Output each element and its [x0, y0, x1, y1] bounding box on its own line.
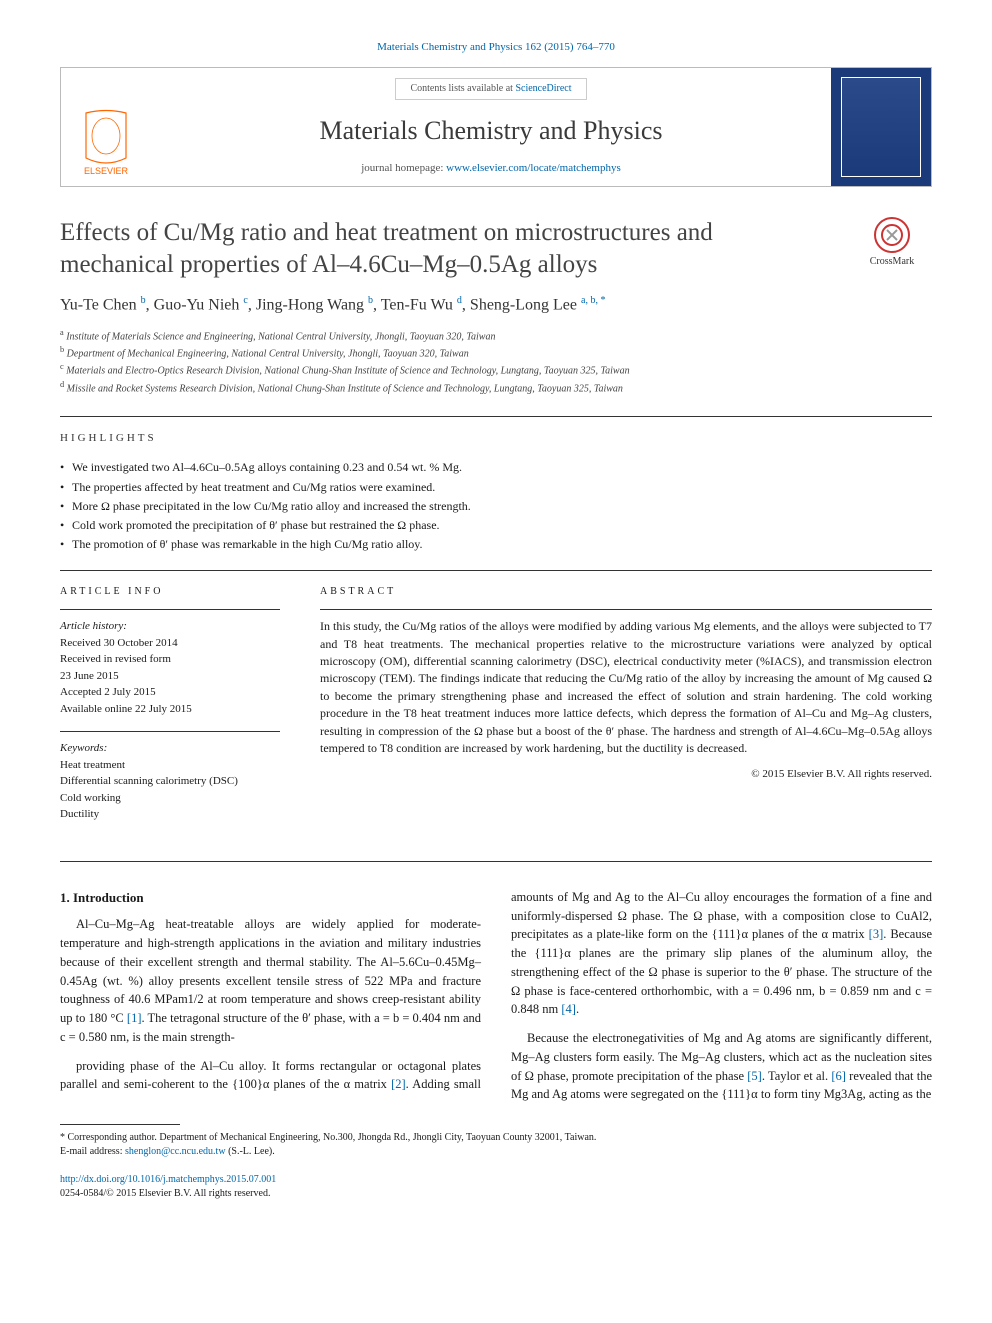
highlights-list: We investigated two Al–4.6Cu–0.5Ag alloy…	[60, 458, 932, 554]
highlight-item: The properties affected by heat treatmen…	[60, 478, 932, 497]
authors-line: Yu-Te Chen b, Guo-Yu Nieh c, Jing-Hong W…	[60, 294, 932, 317]
affiliation-line: c Materials and Electro-Optics Research …	[60, 361, 932, 378]
keyword: Heat treatment	[60, 757, 280, 774]
intro-para-3: Because the electronegativities of Mg an…	[511, 1029, 932, 1104]
highlight-item: Cold work promoted the precipitation of …	[60, 516, 932, 535]
journal-banner: ELSEVIER Contents lists available at Sci…	[60, 67, 932, 187]
affiliations: a Institute of Materials Science and Eng…	[60, 327, 932, 396]
intro-para-1: Al–Cu–Mg–Ag heat-treatable alloys are wi…	[60, 915, 481, 1046]
affiliation-line: a Institute of Materials Science and Eng…	[60, 327, 932, 344]
article-history: Article history: Received 30 October 201…	[60, 618, 280, 717]
highlight-item: The promotion of θ′ phase was remarkable…	[60, 535, 932, 554]
history-line: Received in revised form	[60, 651, 280, 668]
contents-available: Contents lists available at ScienceDirec…	[395, 78, 586, 100]
highlight-item: We investigated two Al–4.6Cu–0.5Ag alloy…	[60, 458, 932, 477]
article-info: ARTICLE INFO Article history: Received 3…	[60, 585, 280, 837]
highlights-label: HIGHLIGHTS	[60, 431, 932, 446]
ref-link[interactable]: [5]	[747, 1069, 762, 1083]
intro-heading: 1. Introduction	[60, 888, 481, 908]
history-line: 23 June 2015	[60, 668, 280, 685]
publisher-logo-cell: ELSEVIER	[61, 68, 151, 186]
journal-cover-thumb	[831, 68, 931, 186]
email-suffix: (S.-L. Lee).	[226, 1146, 275, 1157]
email-link[interactable]: shenglon@cc.ncu.edu.tw	[125, 1146, 226, 1157]
header-citation: Materials Chemistry and Physics 162 (201…	[60, 40, 932, 55]
keywords-block: Keywords: Heat treatmentDifferential sca…	[60, 740, 280, 823]
highlight-item: More Ω phase precipitated in the low Cu/…	[60, 497, 932, 516]
ref-link[interactable]: [2]	[391, 1077, 406, 1091]
issn-copyright: 0254-0584/© 2015 Elsevier B.V. All right…	[60, 1188, 270, 1199]
history-line: Received 30 October 2014	[60, 635, 280, 652]
crossmark-badge[interactable]: CrossMark	[852, 217, 932, 269]
corresponding-author-note: * Corresponding author. Department of Me…	[60, 1131, 932, 1159]
history-line: Accepted 2 July 2015	[60, 684, 280, 701]
affiliation-line: b Department of Mechanical Engineering, …	[60, 344, 932, 361]
svg-text:ELSEVIER: ELSEVIER	[84, 166, 129, 176]
ref-link[interactable]: [3]	[869, 927, 884, 941]
homepage-prefix: journal homepage:	[361, 162, 446, 174]
doi-link[interactable]: http://dx.doi.org/10.1016/j.matchemphys.…	[60, 1174, 276, 1185]
keyword: Cold working	[60, 790, 280, 807]
journal-name: Materials Chemistry and Physics	[161, 113, 821, 149]
contents-prefix: Contents lists available at	[410, 83, 515, 94]
homepage-link[interactable]: www.elsevier.com/locate/matchemphys	[446, 162, 621, 174]
sciencedirect-link[interactable]: ScienceDirect	[515, 83, 571, 94]
separator	[60, 861, 932, 862]
article-title: Effects of Cu/Mg ratio and heat treatmen…	[60, 217, 832, 280]
crossmark-label: CrossMark	[870, 255, 914, 269]
keywords-label: Keywords:	[60, 740, 280, 757]
separator	[60, 570, 932, 571]
copyright-line: © 2015 Elsevier B.V. All rights reserved…	[320, 767, 932, 782]
journal-homepage: journal homepage: www.elsevier.com/locat…	[161, 161, 821, 176]
separator	[60, 416, 932, 417]
abstract-label: ABSTRACT	[320, 585, 932, 599]
highlights-section: HIGHLIGHTS We investigated two Al–4.6Cu–…	[60, 431, 932, 554]
history-line: Available online 22 July 2015	[60, 701, 280, 718]
keyword: Ductility	[60, 806, 280, 823]
email-label: E-mail address:	[60, 1146, 125, 1157]
keyword: Differential scanning calorimetry (DSC)	[60, 773, 280, 790]
corr-author-text: * Corresponding author. Department of Me…	[60, 1131, 932, 1145]
history-label: Article history:	[60, 618, 280, 635]
ref-link[interactable]: [4]	[561, 1002, 576, 1016]
elsevier-logo: ELSEVIER	[76, 108, 136, 178]
footnote-separator	[60, 1124, 180, 1125]
affiliation-line: d Missile and Rocket Systems Research Di…	[60, 379, 932, 396]
abstract-section: ABSTRACT In this study, the Cu/Mg ratios…	[320, 585, 932, 837]
ref-link[interactable]: [1]	[127, 1011, 142, 1025]
doi-block: http://dx.doi.org/10.1016/j.matchemphys.…	[60, 1173, 932, 1201]
ref-link[interactable]: [6]	[831, 1069, 846, 1083]
body-two-column: 1. Introduction Al–Cu–Mg–Ag heat-treatab…	[60, 888, 932, 1104]
abstract-text: In this study, the Cu/Mg ratios of the a…	[320, 618, 932, 757]
article-info-label: ARTICLE INFO	[60, 585, 280, 599]
crossmark-icon	[874, 217, 910, 253]
